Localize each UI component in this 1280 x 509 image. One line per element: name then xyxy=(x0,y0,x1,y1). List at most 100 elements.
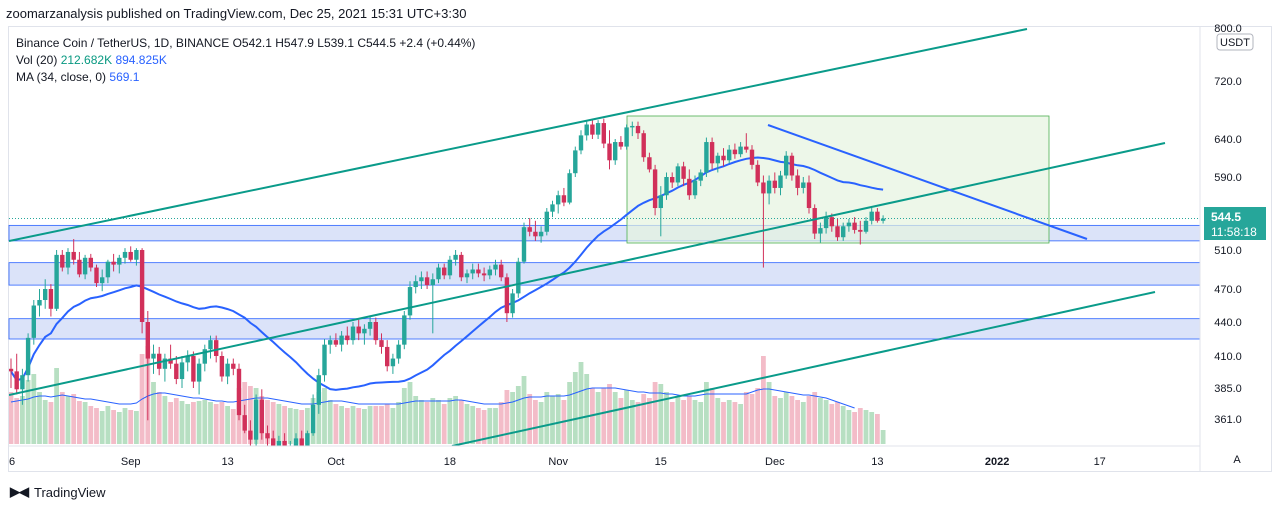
candle-body[interactable] xyxy=(208,340,213,350)
candle-body[interactable] xyxy=(618,142,624,147)
candle-body[interactable] xyxy=(521,227,527,262)
candle-body[interactable] xyxy=(20,375,25,390)
candle-body[interactable] xyxy=(162,358,168,369)
candle-body[interactable] xyxy=(305,433,310,449)
candle-body[interactable] xyxy=(117,257,122,265)
candle-body[interactable] xyxy=(601,123,606,144)
candle-body[interactable] xyxy=(875,211,880,221)
candle-body[interactable] xyxy=(481,273,487,276)
candle-body[interactable] xyxy=(715,155,720,164)
candle-body[interactable] xyxy=(225,363,230,377)
candle-body[interactable] xyxy=(94,267,99,284)
candle-body[interactable] xyxy=(647,157,652,170)
candle-body[interactable] xyxy=(259,399,264,434)
candle-body[interactable] xyxy=(37,300,42,306)
candle-body[interactable] xyxy=(185,356,190,363)
candle-body[interactable] xyxy=(276,440,282,446)
candle-body[interactable] xyxy=(253,399,259,440)
candle-body[interactable] xyxy=(670,177,675,183)
candle-body[interactable] xyxy=(328,340,333,345)
candle-body[interactable] xyxy=(698,172,703,181)
candle-body[interactable] xyxy=(362,328,367,334)
candle-body[interactable] xyxy=(379,340,384,347)
candle-body[interactable] xyxy=(413,281,418,288)
candle-body[interactable] xyxy=(812,208,817,234)
candle-body[interactable] xyxy=(578,135,584,151)
candle-body[interactable] xyxy=(48,289,54,309)
currency-button[interactable] xyxy=(1216,33,1254,51)
candle-body[interactable] xyxy=(333,340,339,345)
candle-body[interactable] xyxy=(590,124,595,135)
candle-body[interactable] xyxy=(373,322,378,341)
candle-body[interactable] xyxy=(82,257,88,275)
candle-body[interactable] xyxy=(806,182,812,209)
candle-body[interactable] xyxy=(202,349,207,364)
candle-body[interactable] xyxy=(755,164,760,183)
candle-body[interactable] xyxy=(527,227,532,232)
candle-body[interactable] xyxy=(265,433,270,439)
candle-body[interactable] xyxy=(567,173,572,203)
candle-body[interactable] xyxy=(641,133,646,158)
candle-body[interactable] xyxy=(464,273,470,278)
candle-body[interactable] xyxy=(687,178,692,196)
candle-body[interactable] xyxy=(430,279,435,286)
candle-body[interactable] xyxy=(43,289,48,300)
candle-body[interactable] xyxy=(288,446,292,449)
candle-body[interactable] xyxy=(299,438,304,448)
candle-body[interactable] xyxy=(738,146,743,155)
candle-body[interactable] xyxy=(858,229,863,232)
candle-body[interactable] xyxy=(151,353,156,359)
candle-body[interactable] xyxy=(168,358,173,364)
candle-body[interactable] xyxy=(345,335,350,341)
candle-body[interactable] xyxy=(709,142,715,164)
candle-body[interactable] xyxy=(880,218,886,221)
candle-body[interactable] xyxy=(510,293,515,314)
candle-body[interactable] xyxy=(732,149,738,155)
candle-body[interactable] xyxy=(248,430,253,440)
candle-body[interactable] xyxy=(293,438,299,446)
candle-body[interactable] xyxy=(499,264,504,278)
candle-body[interactable] xyxy=(829,217,834,227)
candle-body[interactable] xyxy=(664,177,669,196)
candle-body[interactable] xyxy=(271,438,276,446)
candle-body[interactable] xyxy=(231,363,236,369)
candle-body[interactable] xyxy=(795,175,800,188)
candle-body[interactable] xyxy=(487,269,492,276)
channel-lower-line[interactable] xyxy=(451,291,1156,446)
candle-body[interactable] xyxy=(658,195,663,209)
candle-body[interactable] xyxy=(504,277,510,314)
candle-body[interactable] xyxy=(459,254,464,278)
candle-body[interactable] xyxy=(721,155,726,161)
candle-body[interactable] xyxy=(744,146,749,150)
candle-body[interactable] xyxy=(823,217,829,229)
candle-body[interactable] xyxy=(635,125,641,134)
candle-body[interactable] xyxy=(561,195,567,203)
candle-body[interactable] xyxy=(846,222,852,227)
candle-body[interactable] xyxy=(139,250,145,322)
candle-body[interactable] xyxy=(784,155,789,176)
candle-body[interactable] xyxy=(88,257,93,268)
candle-body[interactable] xyxy=(65,251,71,268)
candle-body[interactable] xyxy=(219,356,225,377)
legend-vol-label[interactable]: Vol (20) xyxy=(16,53,58,67)
downtrend-line[interactable] xyxy=(767,124,1088,240)
candle-body[interactable] xyxy=(470,269,475,274)
candle-body[interactable] xyxy=(835,226,840,238)
legend-ma-label[interactable]: MA (34, close, 0) xyxy=(16,70,107,84)
candle-body[interactable] xyxy=(841,226,846,238)
candle-body[interactable] xyxy=(105,261,111,278)
candle-body[interactable] xyxy=(516,261,521,294)
candle-body[interactable] xyxy=(122,251,128,258)
candle-body[interactable] xyxy=(613,142,618,161)
candle-body[interactable] xyxy=(100,277,105,284)
candle-body[interactable] xyxy=(727,149,732,161)
candle-body[interactable] xyxy=(322,344,327,376)
candle-body[interactable] xyxy=(339,335,344,345)
candle-body[interactable] xyxy=(692,180,698,196)
candle-body[interactable] xyxy=(442,267,447,276)
candle-body[interactable] xyxy=(550,204,555,212)
candle-body[interactable] xyxy=(14,371,19,390)
candle-body[interactable] xyxy=(179,362,185,380)
footer-brand[interactable]: TradingView xyxy=(34,484,106,500)
